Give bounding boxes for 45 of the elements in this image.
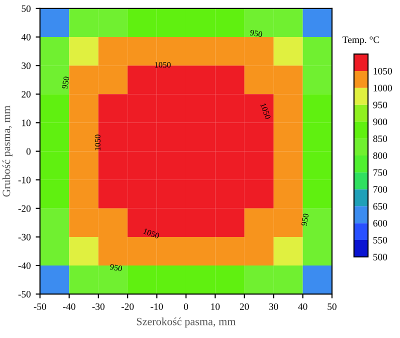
x-tick-label: 20 bbox=[240, 303, 249, 310]
y-tick-label: 40 bbox=[21, 34, 31, 40]
color-bar-label: 800 bbox=[373, 152, 388, 159]
annotation: 950 bbox=[110, 264, 122, 272]
color-bar-label: 700 bbox=[374, 186, 388, 193]
annotation: 950 bbox=[301, 213, 309, 226]
x-tick-label: -10 bbox=[150, 303, 163, 310]
x-tick-label: 40 bbox=[298, 303, 308, 310]
y-tick-label: -10 bbox=[18, 176, 31, 184]
y-tick-label: -50 bbox=[18, 290, 31, 298]
annotation: 1050 bbox=[260, 102, 271, 120]
y-tick-label: 20 bbox=[22, 91, 31, 98]
annotation: 1050 bbox=[155, 62, 171, 68]
y-tick-label: 0 bbox=[26, 148, 31, 155]
x-tick-label: -30 bbox=[92, 303, 105, 310]
color-bar-label: 600 bbox=[373, 220, 388, 227]
color-bar-label: 1050 bbox=[374, 68, 392, 74]
x-tick-label: -20 bbox=[121, 303, 134, 310]
y-tick-label: -40 bbox=[18, 262, 31, 269]
x-tick-label: 10 bbox=[211, 303, 220, 310]
x-tick-label: -40 bbox=[63, 303, 76, 310]
x-tick-label: 50 bbox=[328, 303, 336, 310]
x-axis-title: Szerokość pasma, mm bbox=[136, 317, 236, 328]
annotation: 1050 bbox=[143, 228, 160, 239]
y-tick-label: 10 bbox=[22, 120, 31, 126]
annotation: 950 bbox=[62, 76, 70, 89]
color-bar-label: 550 bbox=[373, 236, 388, 244]
y-tick-label: -20 bbox=[18, 205, 31, 212]
y-tick-label: 50 bbox=[22, 5, 31, 12]
color-bar-label: 1000 bbox=[374, 84, 392, 92]
color-bar-label: 850 bbox=[373, 135, 388, 142]
color-bar-label: 750 bbox=[374, 169, 388, 176]
x-tick-label: 30 bbox=[269, 303, 278, 310]
x-tick-label: -50 bbox=[34, 303, 46, 310]
y-tick-label: 30 bbox=[22, 62, 31, 70]
annotation: 1050 bbox=[94, 134, 100, 150]
x-tick-label: 0 bbox=[184, 303, 188, 310]
annotation: 950 bbox=[250, 30, 263, 38]
y-axis-title: Grubość pasma, mm bbox=[2, 106, 12, 197]
color-bar-title: Temp. °C bbox=[342, 36, 380, 46]
color-bar-label: 650 bbox=[373, 203, 388, 210]
y-tick-label: -30 bbox=[18, 234, 31, 240]
color-bar-label: 950 bbox=[373, 102, 388, 108]
color-bar-label: 500 bbox=[373, 254, 388, 260]
color-bar-label: 900 bbox=[373, 118, 388, 126]
